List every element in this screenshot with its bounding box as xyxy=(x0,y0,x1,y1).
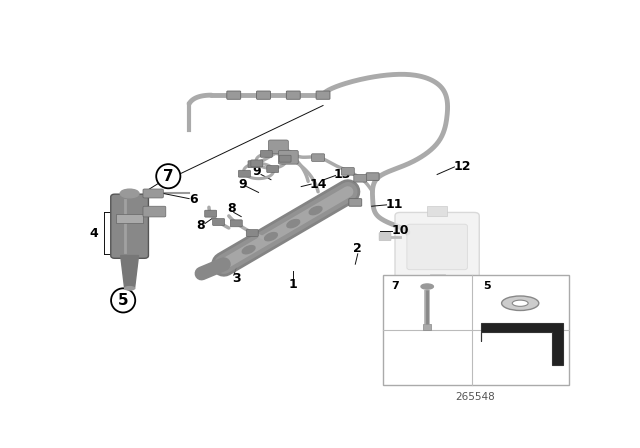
FancyBboxPatch shape xyxy=(246,230,258,237)
FancyBboxPatch shape xyxy=(230,220,243,227)
Text: 14: 14 xyxy=(309,178,327,191)
Text: 11: 11 xyxy=(385,198,403,211)
FancyBboxPatch shape xyxy=(366,173,379,181)
FancyBboxPatch shape xyxy=(267,166,278,172)
FancyBboxPatch shape xyxy=(312,154,324,161)
FancyBboxPatch shape xyxy=(227,91,241,99)
Text: 13: 13 xyxy=(333,168,351,181)
FancyBboxPatch shape xyxy=(239,170,250,177)
FancyBboxPatch shape xyxy=(143,189,163,198)
Polygon shape xyxy=(121,255,138,289)
Text: 8: 8 xyxy=(227,202,236,215)
FancyBboxPatch shape xyxy=(251,160,263,167)
FancyBboxPatch shape xyxy=(260,151,272,157)
Ellipse shape xyxy=(512,300,528,306)
FancyBboxPatch shape xyxy=(286,91,300,99)
FancyBboxPatch shape xyxy=(341,168,355,175)
FancyBboxPatch shape xyxy=(349,198,362,206)
Bar xyxy=(423,323,431,331)
FancyBboxPatch shape xyxy=(143,206,166,217)
Text: 3: 3 xyxy=(232,272,241,285)
Bar xyxy=(383,275,568,385)
FancyBboxPatch shape xyxy=(257,91,271,99)
Text: 12: 12 xyxy=(453,160,470,173)
FancyBboxPatch shape xyxy=(111,194,148,258)
FancyBboxPatch shape xyxy=(316,91,330,99)
Ellipse shape xyxy=(243,246,255,254)
Ellipse shape xyxy=(421,284,433,289)
Text: 8: 8 xyxy=(196,219,205,232)
Text: 9: 9 xyxy=(238,178,247,191)
Text: 6: 6 xyxy=(189,193,197,206)
Text: 265548: 265548 xyxy=(456,392,495,402)
FancyBboxPatch shape xyxy=(395,212,479,278)
Ellipse shape xyxy=(502,296,539,310)
Text: 10: 10 xyxy=(392,224,409,237)
Bar xyxy=(429,274,445,285)
Polygon shape xyxy=(481,323,563,365)
FancyBboxPatch shape xyxy=(354,174,367,182)
Bar xyxy=(116,214,143,223)
FancyBboxPatch shape xyxy=(379,233,391,241)
Ellipse shape xyxy=(309,207,322,215)
FancyBboxPatch shape xyxy=(269,140,288,154)
Text: 9: 9 xyxy=(253,165,261,178)
FancyBboxPatch shape xyxy=(248,161,260,168)
Ellipse shape xyxy=(125,287,134,290)
Text: 1: 1 xyxy=(289,278,298,291)
Text: 7: 7 xyxy=(163,169,173,184)
FancyBboxPatch shape xyxy=(278,151,298,164)
Ellipse shape xyxy=(264,233,277,241)
FancyBboxPatch shape xyxy=(407,224,467,270)
FancyBboxPatch shape xyxy=(212,219,225,225)
Ellipse shape xyxy=(287,220,300,228)
Text: 7: 7 xyxy=(392,281,399,291)
Text: 2: 2 xyxy=(353,242,362,255)
Text: 5: 5 xyxy=(118,293,129,308)
FancyBboxPatch shape xyxy=(279,155,291,162)
Ellipse shape xyxy=(120,189,139,198)
Text: 5: 5 xyxy=(483,281,491,291)
FancyBboxPatch shape xyxy=(205,210,216,217)
Text: 4: 4 xyxy=(90,227,99,240)
Bar xyxy=(428,206,447,216)
